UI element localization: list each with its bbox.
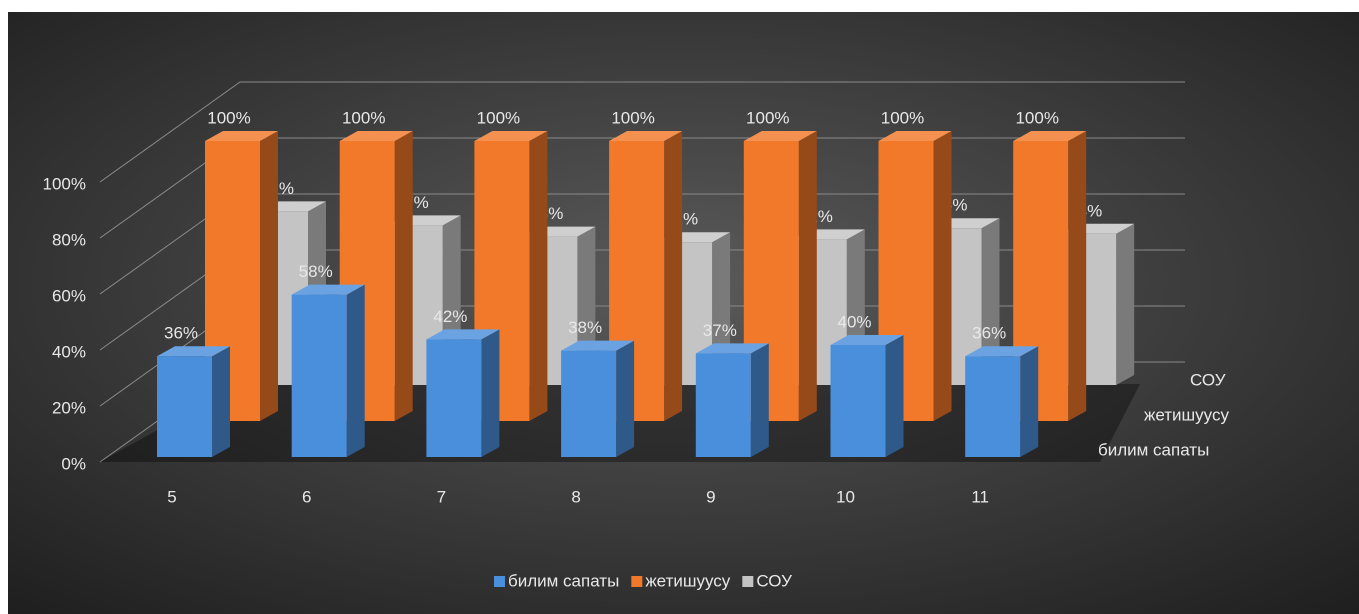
bar [830,335,904,457]
value-label: 100% [207,108,250,127]
x-tick-label: 10 [836,487,855,506]
bar [157,346,230,457]
bar-side [346,284,365,457]
bar-side [981,218,1000,385]
bar-front [695,353,751,457]
x-tick-label: 6 [302,487,311,506]
bar-side [616,340,635,457]
bar-top [205,131,278,141]
bar-top [965,346,1039,357]
bar-side [798,131,817,421]
bar-top [878,131,952,141]
bar [965,346,1039,457]
bar-front [157,356,212,457]
value-label: 40% [837,312,871,331]
legend-swatch [742,576,754,587]
value-label: 100% [881,108,924,127]
legend-swatch [494,576,505,587]
value-label: 100% [477,108,520,127]
y-tick-label: 80% [52,230,86,249]
value-label: 36% [972,324,1006,343]
legend-swatch [631,576,643,587]
value-label: 58% [299,262,333,281]
bar-top [474,131,548,141]
bar-front [830,345,886,457]
bar-top [426,329,500,340]
value-label: 100% [1015,108,1058,127]
depth-label: билим сапаты [1098,440,1209,459]
legend-label: жетишуусу [645,571,730,590]
bar [426,329,500,457]
bar-side [885,335,904,457]
bar-front [291,294,347,457]
value-label: 37% [703,321,737,340]
value-label: 100% [746,108,789,127]
bar-top [695,343,769,354]
bar-side [260,131,278,421]
bar-side [1068,131,1087,421]
y-tick-label: 20% [52,398,86,417]
bar-side [933,131,952,421]
x-tick-label: 11 [971,487,989,506]
value-label: 36% [164,324,198,343]
bar-top [561,340,635,351]
bar-top [339,131,413,141]
bar-top [291,284,365,295]
y-tick-label: 60% [52,286,86,305]
bar-side [481,329,500,457]
legend-label: СОУ [756,571,792,590]
x-tick-label: 7 [437,487,446,506]
bar [695,343,769,457]
y-tick-label: 100% [43,174,86,193]
x-tick-label: 8 [571,487,580,506]
bar-front [426,339,482,457]
bar-front [561,350,617,457]
legend-label: билим сапаты [508,571,619,590]
bar-top [609,131,683,141]
bar-side [212,346,230,457]
bar-side [394,131,413,421]
depth-label: СОУ [1190,370,1226,389]
bar-side [750,343,769,457]
value-label: 42% [433,307,467,326]
bar [291,284,365,457]
bar [561,340,635,457]
depth-label: жетишуусу [1144,405,1229,424]
value-label: 38% [568,318,602,337]
value-label: 100% [611,108,654,127]
bar-top [157,346,230,357]
grid-line [99,81,1185,183]
value-label: 100% [342,108,385,127]
bar-side [1020,346,1039,457]
bar-top [1013,131,1087,141]
bar-side [529,131,548,421]
bar-top [743,131,817,141]
bar-top [830,335,904,345]
bar-side [664,131,683,421]
bar-front [965,356,1021,457]
y-tick-label: 40% [52,342,86,361]
x-tick-label: 9 [706,487,715,506]
y-tick-label: 0% [61,454,86,473]
bar-side [1116,223,1135,385]
x-tick-label: 5 [167,487,176,506]
